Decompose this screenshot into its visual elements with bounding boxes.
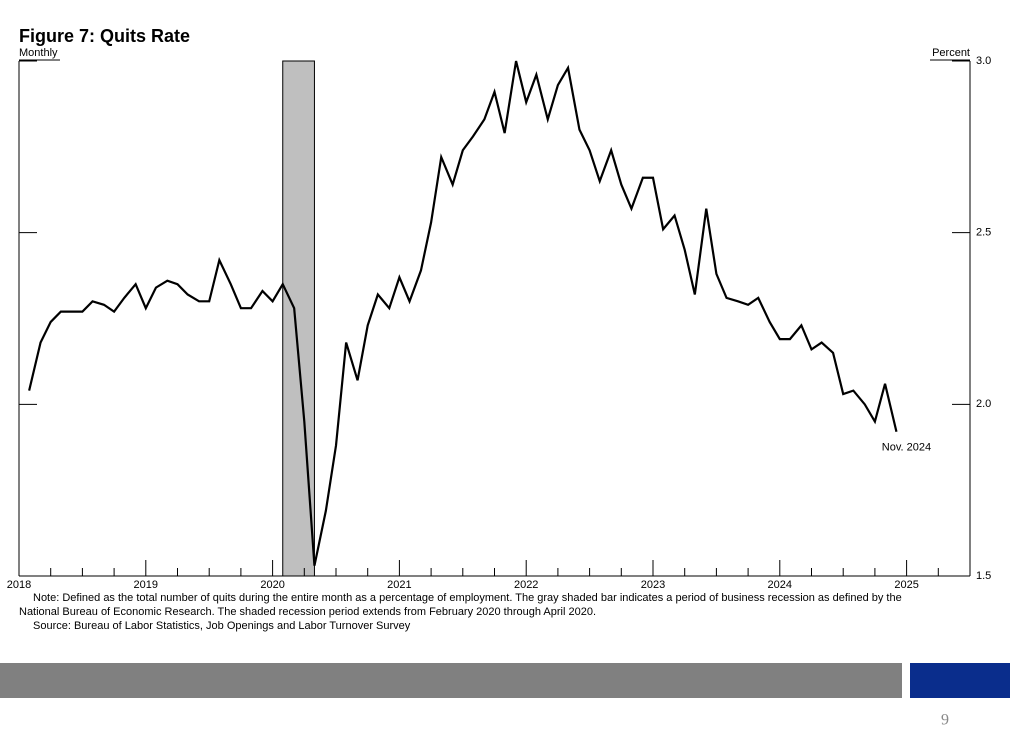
page-number: 9 xyxy=(941,712,949,729)
x-tick-label: 2021 xyxy=(387,579,411,591)
x-tick-label: 2020 xyxy=(260,579,284,591)
x-tick-label: 2025 xyxy=(894,579,918,591)
chart-title: Figure 7: Quits Rate xyxy=(19,26,190,46)
subtitle: Monthly xyxy=(19,47,58,59)
footer-bar xyxy=(0,663,902,698)
annotation: Nov. 2024 xyxy=(882,442,931,454)
data-line xyxy=(28,60,898,566)
x-tick-label: 2024 xyxy=(768,579,792,591)
note-line: Note: Defined as the total number of qui… xyxy=(33,592,902,604)
footer-accent xyxy=(910,663,1010,698)
y-tick-label: 3.0 xyxy=(976,55,991,67)
y-tick-label: 1.5 xyxy=(976,570,991,582)
x-tick-label: 2018 xyxy=(7,579,31,591)
source: Source: Bureau of Labor Statistics, Job … xyxy=(33,620,411,632)
x-tick-label: 2022 xyxy=(514,579,538,591)
x-tick-label: 2019 xyxy=(134,579,158,591)
y-axis-label: Percent xyxy=(932,47,970,59)
y-tick-label: 2.0 xyxy=(976,398,991,410)
x-tick-label: 2023 xyxy=(641,579,665,591)
note-line: National Bureau of Economic Research. Th… xyxy=(19,606,596,618)
y-tick-label: 2.5 xyxy=(976,227,991,239)
